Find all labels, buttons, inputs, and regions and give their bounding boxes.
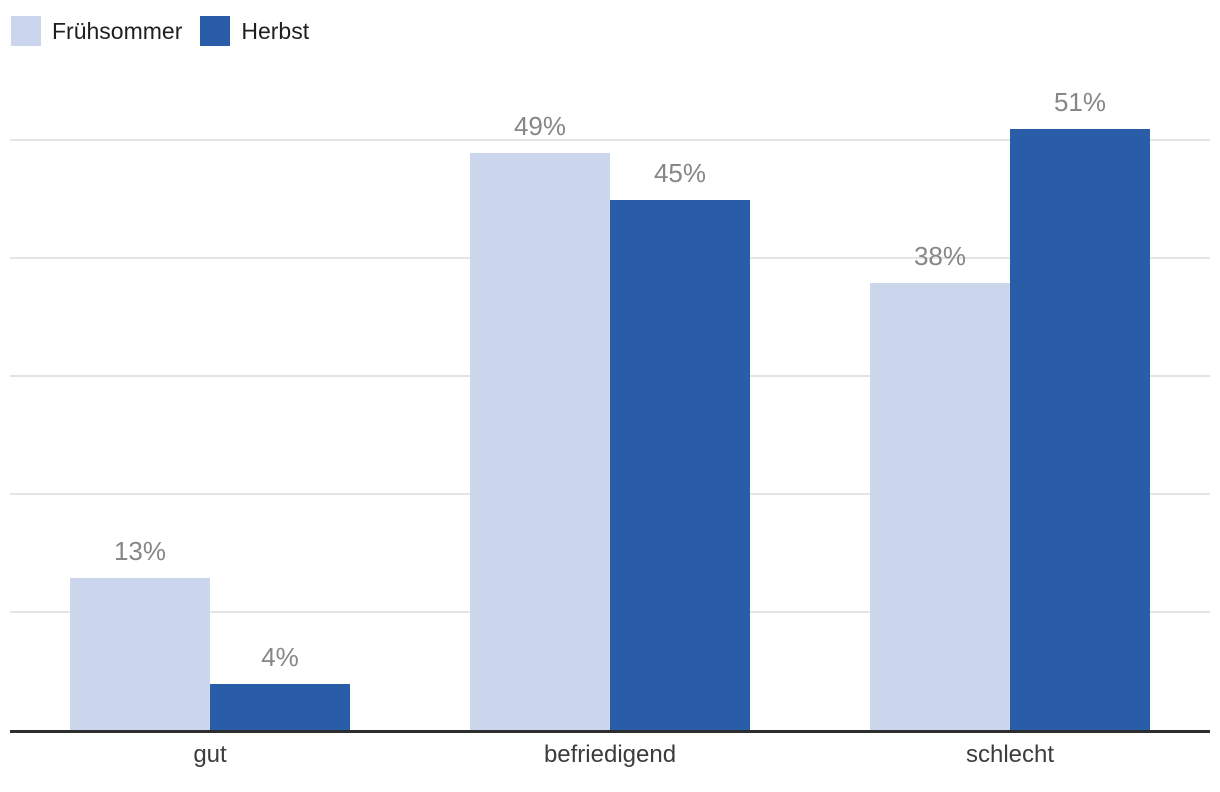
legend-item-herbst: Herbst [200,16,309,46]
legend-item-fruehsommer: Frühsommer [11,16,182,46]
bar-schlecht-frühsommer: 38% [870,243,1010,731]
bar-schlecht-herbst: 51% [1010,89,1150,731]
bar-befriedigend-frühsommer: 49% [470,113,610,731]
legend-swatch-herbst [200,16,231,46]
legend-label-fruehsommer: Frühsommer [52,17,183,44]
category-label-schlecht: schlecht [965,741,1055,768]
value-label: 4% [261,642,299,672]
value-label: 49% [513,111,567,141]
value-label: 45% [653,158,707,188]
bar-gut-frühsommer: 13% [70,538,210,731]
value-label: 51% [1053,87,1107,117]
legend-label-herbst: Herbst [241,17,310,44]
category-label-gut: gut [193,741,227,768]
value-label: 38% [913,241,967,271]
bar-befriedigend-herbst: 45% [610,160,750,731]
plot-area: 13% 4% 49% 45% 38% 51% [10,82,1210,731]
legend: Frühsommer Herbst [11,16,309,46]
category-label-befriedigend: befriedigend [543,741,677,768]
legend-swatch-fruehsommer [11,16,41,46]
gridline-50 [10,139,1210,141]
x-axis-line [10,730,1210,733]
bar-gut-herbst: 4% [210,644,350,731]
value-label: 13% [113,536,167,566]
